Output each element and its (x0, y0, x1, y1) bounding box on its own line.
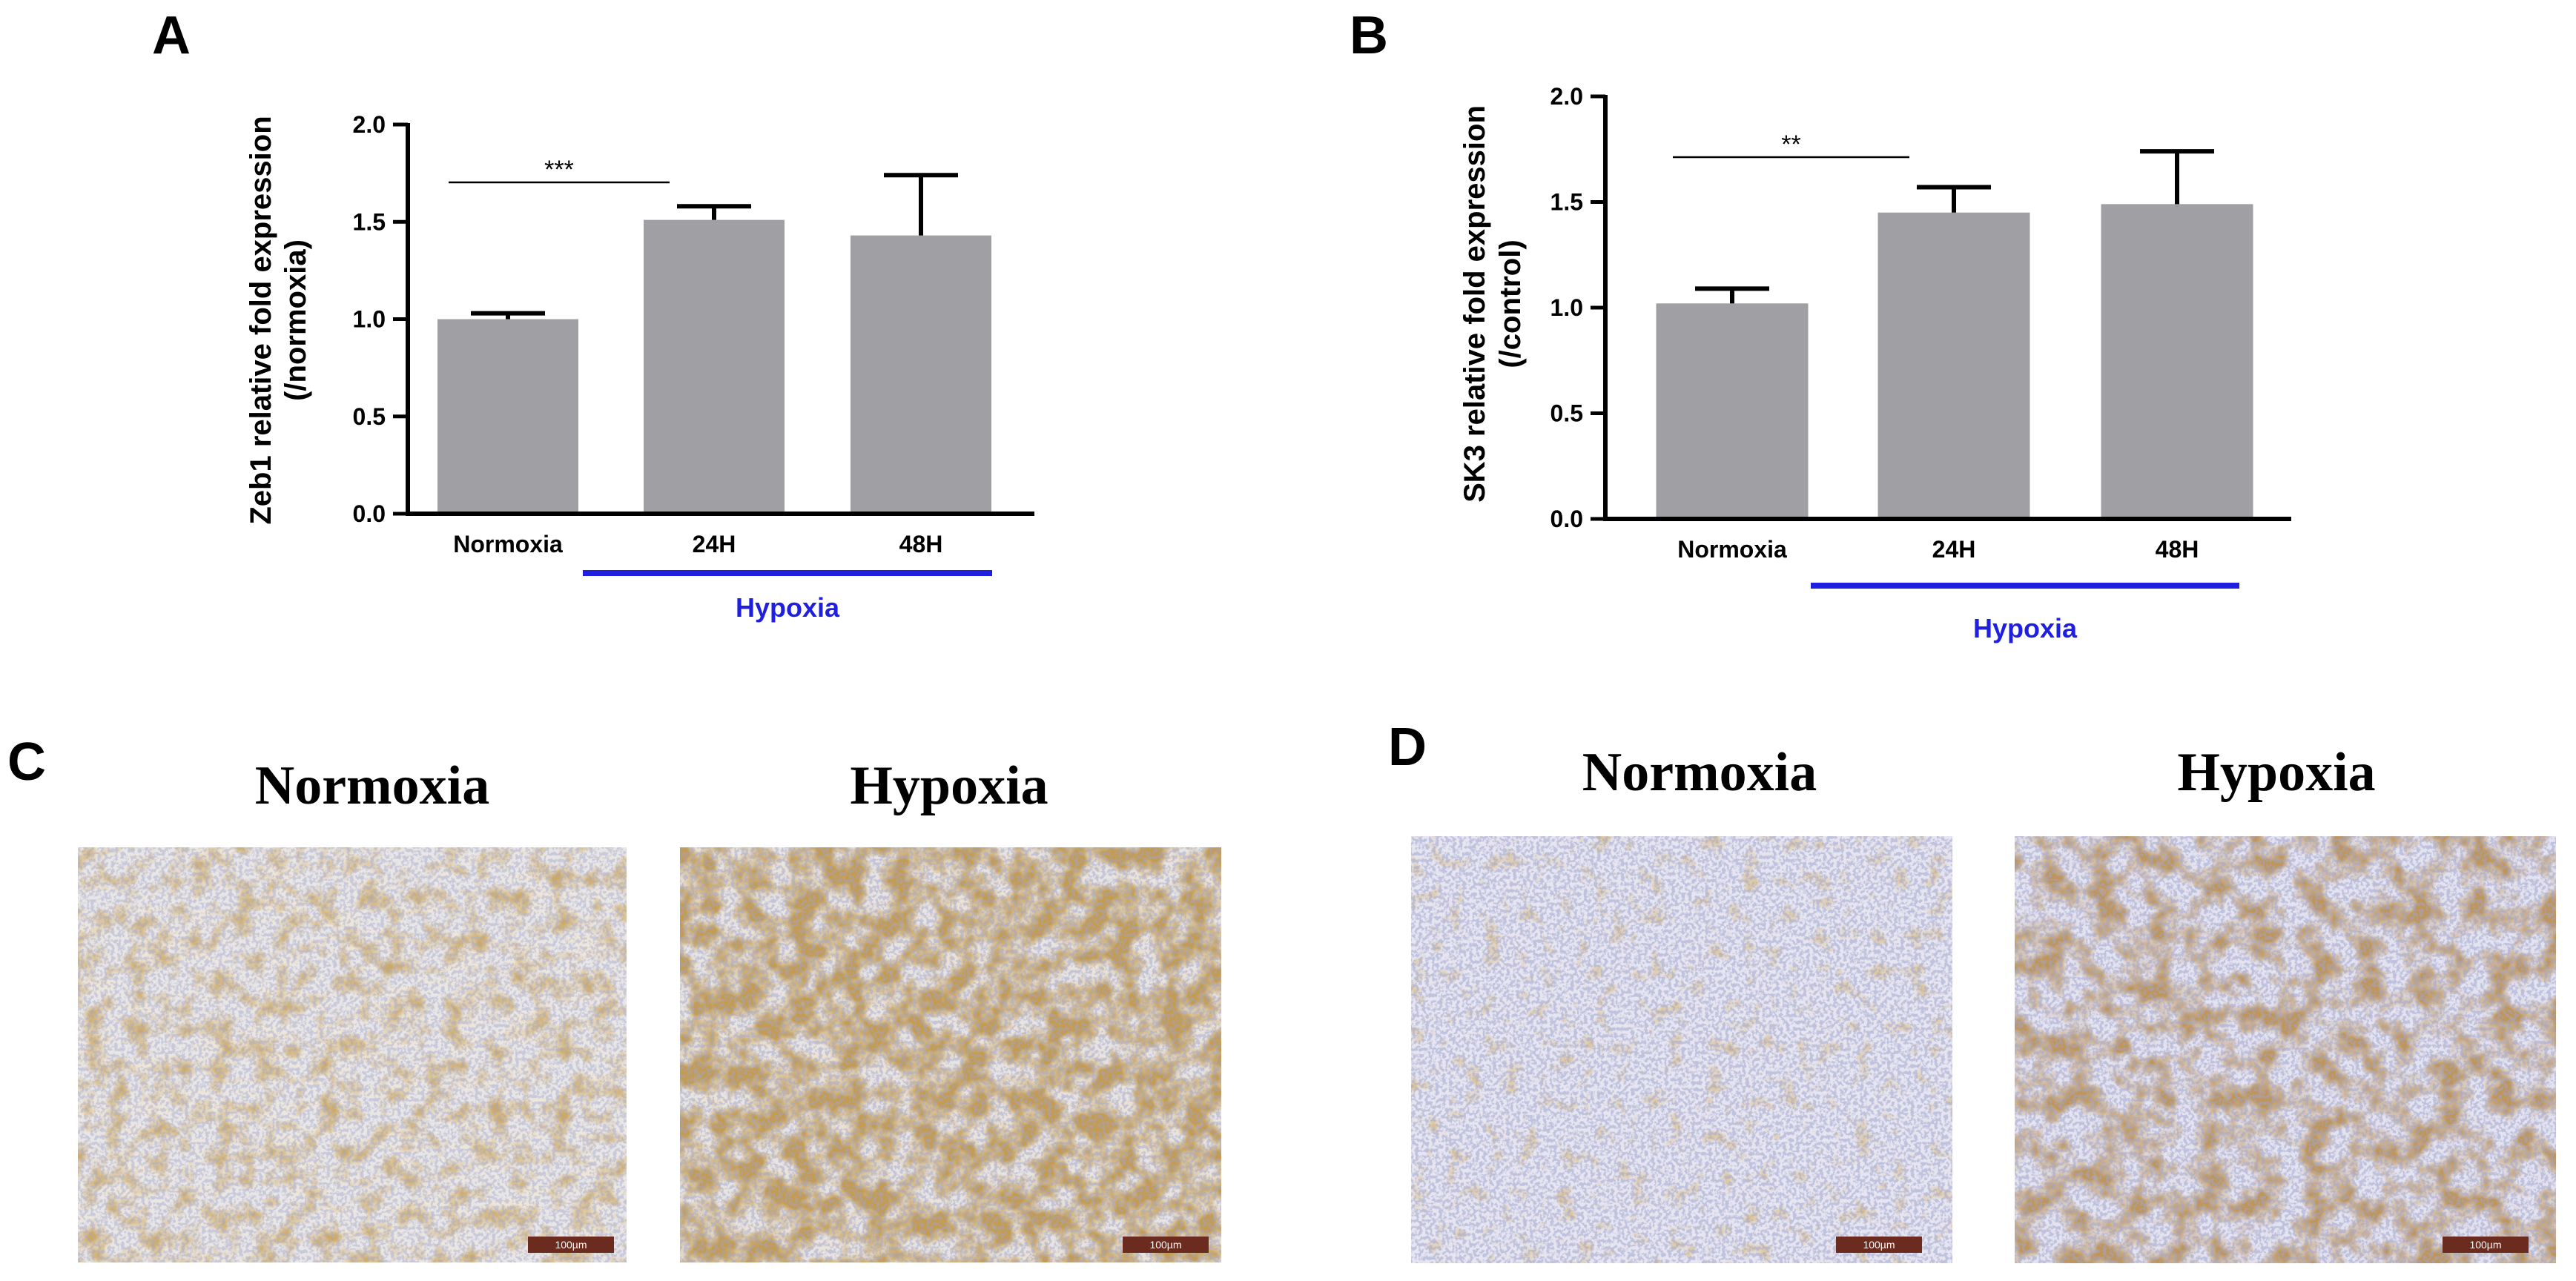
micrograph-hypoxia-c: 100µm (680, 847, 1221, 1262)
x-tick-label-1: 24H (1932, 536, 1976, 563)
x-tick-label-2: 48H (899, 531, 943, 557)
x-tick-label-1: 24H (693, 531, 736, 557)
title-hypoxia-d: Hypoxia (2177, 742, 2375, 803)
panel-c-micrographs: C Normoxia Hypoxia 100µm 100µm (7, 732, 1221, 1262)
y-axis-label-line2: (/control) (1494, 239, 1527, 368)
y-tick-label-2: 1.0 (353, 306, 386, 333)
y-tick-label-4: 2.0 (353, 111, 386, 138)
x-tick-label-2: 48H (2156, 536, 2199, 563)
micrograph-normoxia-d: 100µm (1411, 836, 1952, 1263)
scale-bar-label: 100µm (1149, 1239, 1181, 1251)
panel-letter-a: A (152, 6, 191, 65)
significance-label: ** (1781, 130, 1800, 159)
bar-1 (1877, 212, 2030, 519)
bar-0 (437, 319, 578, 514)
bar-2 (2101, 204, 2253, 519)
y-tick-label-1: 0.5 (353, 403, 386, 430)
panel-d-micrographs: D Normoxia Hypoxia 100µm 100µm (1388, 718, 2556, 1263)
panel-letter-d: D (1388, 718, 1427, 777)
y-tick-label-1: 0.5 (1550, 400, 1583, 427)
scale-bar (1836, 1237, 1922, 1253)
x-tick-label-0: Normoxia (453, 531, 563, 557)
scale-bar (1123, 1237, 1209, 1253)
bar-2 (851, 235, 991, 514)
panel-letter-b: B (1350, 6, 1388, 65)
micrograph-normoxia-c: 100µm (78, 847, 627, 1262)
y-tick-label-0: 0.0 (353, 500, 386, 527)
title-normoxia-c: Normoxia (255, 755, 490, 816)
y-axis-label-line1: SK3 relative fold expression (1459, 105, 1491, 503)
y-tick-label-0: 0.0 (1550, 506, 1583, 532)
title-normoxia-d: Normoxia (1582, 742, 1817, 803)
group-label-hypoxia: Hypoxia (736, 592, 840, 623)
y-axis-label-line2: (/normoxia) (280, 239, 312, 401)
scale-bar-label: 100µm (555, 1239, 587, 1251)
sk3-bar-chart: B SK3 relative fold expression (/control… (1350, 6, 2291, 643)
y-tick-label-4: 2.0 (1550, 83, 1583, 110)
significance-label: *** (544, 156, 574, 184)
x-tick-label-0: Normoxia (1677, 536, 1787, 563)
micrograph-hypoxia-d: 100µm (2015, 836, 2556, 1263)
bar-1 (644, 219, 785, 514)
bar-0 (1656, 303, 1809, 519)
scale-bar (2443, 1237, 2529, 1253)
y-tick-label-2: 1.0 (1550, 294, 1583, 321)
scale-bar-label: 100µm (2469, 1239, 2501, 1251)
zeb1-bar-chart: A Zeb1 relative fold expression (/normox… (152, 6, 1034, 623)
y-tick-label-3: 1.5 (353, 208, 386, 235)
y-tick-label-3: 1.5 (1550, 189, 1583, 216)
y-axis-label-line1: Zeb1 relative fold expression (245, 116, 277, 524)
panel-letter-c: C (7, 732, 46, 792)
scale-bar-label: 100µm (1863, 1239, 1895, 1251)
scale-bar (528, 1237, 614, 1253)
group-label-hypoxia: Hypoxia (1973, 613, 2078, 643)
title-hypoxia-c: Hypoxia (850, 755, 1048, 816)
